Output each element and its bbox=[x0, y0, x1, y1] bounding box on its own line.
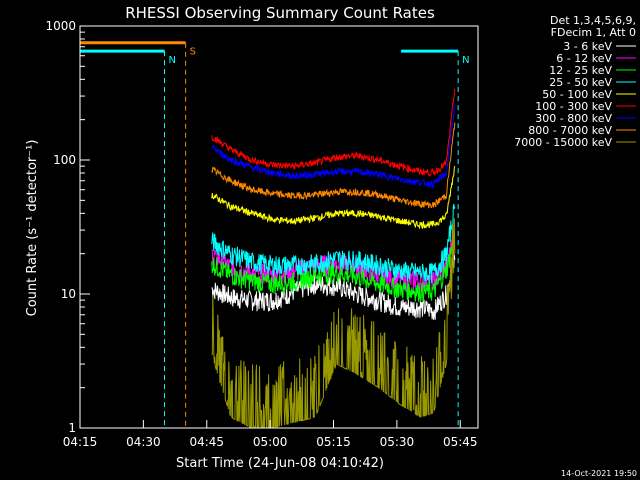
legend-entry-7: 800 - 7000 keV bbox=[528, 124, 612, 137]
flag-label-N: N bbox=[169, 55, 176, 66]
series-line-2 bbox=[211, 232, 456, 304]
timestamp: 14-Oct-2021 19:50 bbox=[561, 469, 637, 478]
legend-entry-0: 3 - 6 keV bbox=[563, 40, 612, 53]
series-line-8 bbox=[211, 218, 456, 429]
flag-label-N: N bbox=[462, 55, 469, 66]
x-tick-label-2: 04:45 bbox=[189, 435, 224, 449]
legend-entry-3: 25 - 50 keV bbox=[549, 76, 612, 89]
series-line-0 bbox=[211, 254, 456, 320]
legend-entry-6: 300 - 800 keV bbox=[535, 112, 612, 125]
series-line-4 bbox=[211, 165, 456, 230]
legend-header-0: Det 1,3,4,5,6,9, bbox=[550, 14, 636, 27]
axes: 04:15 04:30 04:45 05:00 05:15 05:30 05:45 1 10 10… bbox=[45, 19, 479, 449]
legend-entry-4: 50 - 100 keV bbox=[542, 88, 612, 101]
x-tick-label-6: 05:45 bbox=[443, 435, 478, 449]
legend-entry-2: 12 - 25 keV bbox=[549, 64, 612, 77]
x-axis-label: Start Time (24-Jun-08 04:10:42) bbox=[176, 456, 384, 471]
legend-entry-1: 6 - 12 keV bbox=[556, 52, 612, 65]
chart-title: RHESSI Observing Summary Count Rates bbox=[125, 4, 435, 22]
flag-label-S: S bbox=[190, 47, 196, 58]
x-tick-label-4: 05:15 bbox=[316, 435, 351, 449]
series-line-5 bbox=[211, 88, 456, 178]
plot-frame bbox=[79, 25, 479, 429]
y-axis-label: Count Rate (s⁻¹ detector⁻¹) bbox=[25, 140, 40, 317]
x-tick-label-0: 04:15 bbox=[63, 435, 98, 449]
x-tick-label-1: 04:30 bbox=[126, 435, 161, 449]
x-tick-label-5: 05:30 bbox=[380, 435, 415, 449]
y-tick-label-3: 1000 bbox=[45, 19, 76, 33]
series-line-6 bbox=[211, 104, 456, 189]
series-line-3 bbox=[211, 203, 456, 284]
plot-area: N NS bbox=[80, 41, 470, 429]
legend-header-1: FDecim 1, Att 0 bbox=[551, 26, 636, 39]
legend: Det 1,3,4,5,6,9,FDecim 1, Att 03 - 6 keV… bbox=[514, 14, 636, 149]
series-line-7 bbox=[211, 122, 456, 209]
x-tick-label-3: 05:00 bbox=[253, 435, 288, 449]
legend-entry-8: 7000 - 15000 keV bbox=[514, 136, 612, 149]
y-tick-label-2: 100 bbox=[53, 153, 76, 167]
y-tick-label-0: 1 bbox=[68, 421, 76, 435]
y-tick-label-1: 10 bbox=[61, 287, 76, 301]
legend-entry-5: 100 - 300 keV bbox=[535, 100, 612, 113]
